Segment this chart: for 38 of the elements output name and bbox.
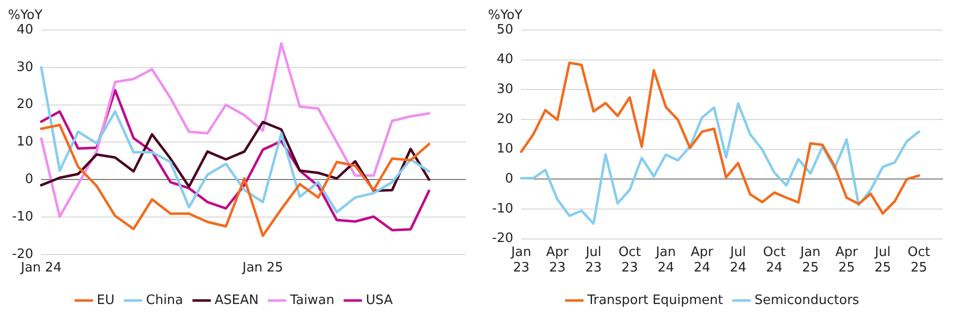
x-tick-label: Jan 24 <box>654 244 676 276</box>
y-tick-label: -20 <box>492 231 514 246</box>
x-tick-label: Jan 25 <box>241 260 284 276</box>
legend-label: USA <box>366 292 393 308</box>
y-tick-label: 50 <box>496 22 514 38</box>
legend-label: EU <box>96 292 115 308</box>
y-tick-label: 10 <box>16 134 34 150</box>
legend-label: Taiwan <box>289 292 334 308</box>
legend-label: Semiconductors <box>754 292 860 308</box>
x-tick-label: Apr 23 <box>546 244 570 276</box>
x-tick-label: Jan 24 <box>20 260 62 276</box>
x-tick-label: Oct 24 <box>763 244 786 276</box>
x-tick-label: Jul 25 <box>874 244 892 276</box>
y-tick-label: 0 <box>504 172 514 187</box>
x-tick-label: Apr 25 <box>835 244 858 276</box>
y-tick-label: -20 <box>12 246 34 262</box>
y-tick-label: -10 <box>492 201 514 216</box>
y-tick-label: 30 <box>16 60 34 75</box>
legend-label: China <box>146 292 184 308</box>
x-tick-label: Oct 25 <box>908 244 930 276</box>
y-axis-title: %YoY <box>8 8 42 23</box>
x-tick-label: Apr 24 <box>690 244 714 276</box>
y-tick-label: -10 <box>12 209 34 224</box>
y-tick-label: 20 <box>496 112 514 127</box>
y-tick-label: 10 <box>496 142 514 157</box>
x-tick-label: Jul 23 <box>584 244 602 276</box>
x-tick-label: Jan 25 <box>799 244 820 276</box>
x-tick-label: Jan 23 <box>510 244 532 276</box>
y-tick-label: 40 <box>16 22 34 38</box>
y-tick-label: 20 <box>16 97 34 112</box>
x-tick-label: Jul 24 <box>729 244 746 276</box>
legend-label: ASEAN <box>214 292 259 308</box>
y-axis-title: %YoY <box>488 8 522 23</box>
x-tick-label: Oct 23 <box>618 244 641 276</box>
y-tick-label: 30 <box>496 82 514 98</box>
legend-label: Transport Equipment <box>586 292 724 308</box>
y-tick-label: 0 <box>24 172 34 187</box>
y-tick-label: 40 <box>496 52 514 68</box>
